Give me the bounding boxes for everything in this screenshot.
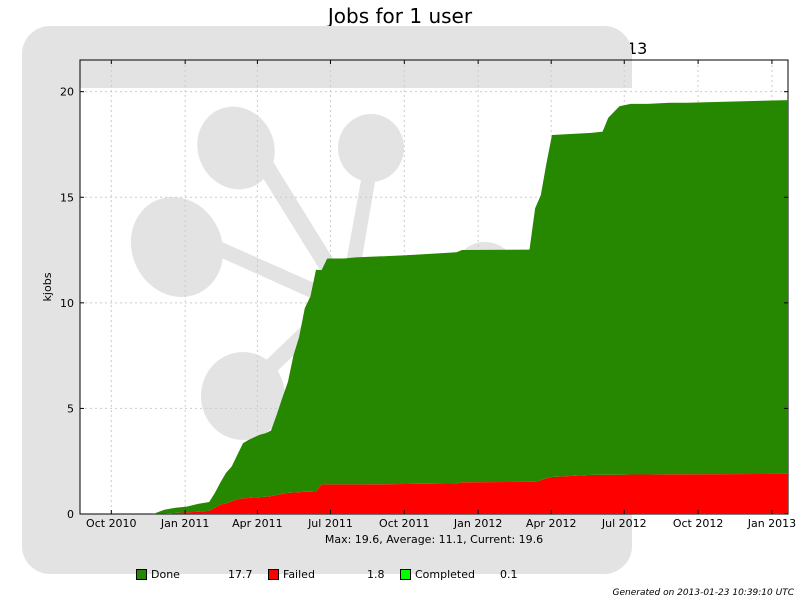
y-axis-label: kjobs [41,272,54,301]
legend-swatch-completed [400,569,411,580]
x-tick-label: Jan 2013 [747,517,796,530]
y-tick-label: 10 [60,297,74,310]
x-tick-label: Apr 2012 [526,517,577,530]
stats-line: Max: 19.6, Average: 11.1, Current: 19.6 [324,533,544,546]
x-tick-label: Oct 2011 [379,517,430,530]
chart-title: Jobs for 1 user [327,4,473,28]
x-tick-label: Jan 2012 [453,517,502,530]
y-tick-label: 5 [67,402,74,415]
legend-label-done: Done [151,568,180,581]
areas [80,100,788,514]
x-tick-label: Jan 2011 [160,517,209,530]
x-tick-label: Jul 2012 [601,517,647,530]
x-tick-label: Jul 2011 [307,517,353,530]
legend-label-failed: Failed [283,568,315,581]
legend-swatch-failed [268,569,279,580]
legend-value-done: 17.7 [228,568,253,581]
x-tick-label: Oct 2012 [673,517,724,530]
legend-swatch-done [136,569,147,580]
generated-timestamp: Generated on 2013-01-23 10:39:10 UTC [612,588,795,598]
y-tick-label: 20 [60,86,74,99]
area-failed [80,473,788,514]
y-tick-label: 0 [67,508,74,521]
axis-ticks: 0 5 10 15 20 Oct 2010 Jan 2011 Apr 2011 Jul 2011… [60,60,796,530]
area-done [80,100,788,514]
legend-label-completed: Completed [415,568,475,581]
y-tick-label: 15 [60,191,74,204]
x-tick-label: Apr 2011 [232,517,283,530]
legend-value-completed: 0.1 [500,568,518,581]
x-tick-label: Oct 2010 [86,517,137,530]
legend-value-failed: 1.8 [367,568,385,581]
